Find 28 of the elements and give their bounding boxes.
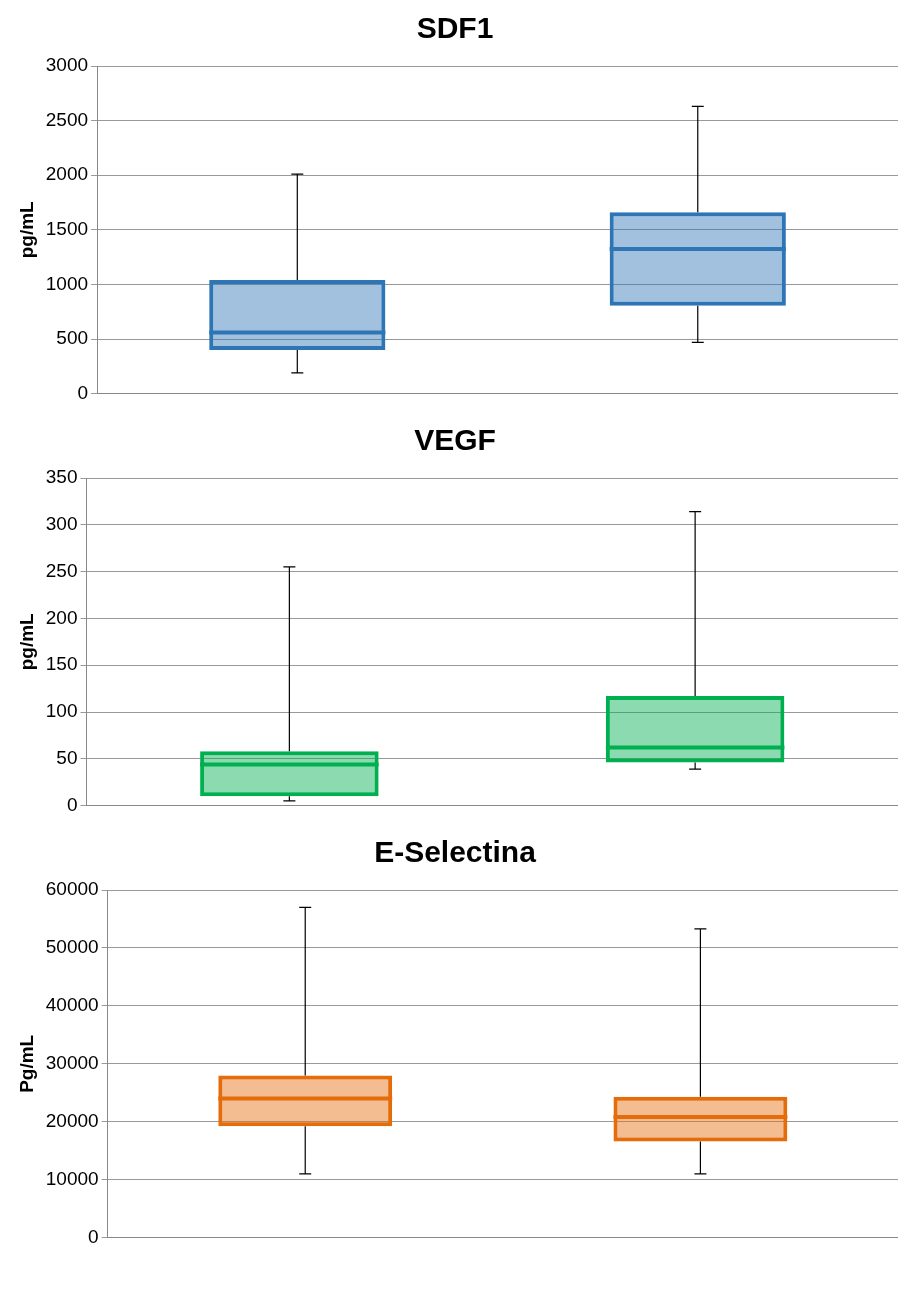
y-tick-label: 2000: [45, 163, 89, 185]
chart-title: E-Selectina: [374, 835, 537, 869]
chart-title: VEGF: [414, 423, 496, 457]
y-tick-label: 10000: [45, 1167, 99, 1189]
chart-title: SDF1: [416, 11, 494, 45]
y-tick-label: 250: [45, 559, 78, 581]
y-axis-title: Pg/mL: [15, 1034, 37, 1093]
y-tick-label: 0: [88, 1225, 99, 1247]
y-tick-label: 1000: [45, 272, 89, 294]
y-tick-label: 50: [56, 747, 78, 769]
y-tick-label: 0: [77, 381, 89, 403]
y-tick-label: 0: [66, 793, 78, 815]
y-tick-label: 60000: [45, 878, 99, 900]
y-tick-label: 200: [45, 606, 78, 628]
y-tick-label: 150: [45, 653, 78, 675]
y-tick-label: 50000: [45, 936, 99, 958]
y-axis-title: pg/mL: [15, 612, 37, 671]
y-tick-label: 500: [56, 327, 89, 349]
y-tick-label: 1500: [45, 218, 89, 240]
y-tick-label: 20000: [45, 1109, 99, 1131]
y-tick-label: 40000: [45, 994, 99, 1016]
y-tick-label: 3000: [45, 54, 89, 76]
y-tick-label: 300: [45, 513, 78, 535]
y-tick-label: 100: [45, 700, 78, 722]
y-tick-label: 30000: [45, 1052, 99, 1074]
y-tick-label: 350: [45, 466, 78, 488]
y-axis-title: pg/mL: [15, 200, 37, 259]
y-tick-label: 2500: [45, 108, 89, 130]
